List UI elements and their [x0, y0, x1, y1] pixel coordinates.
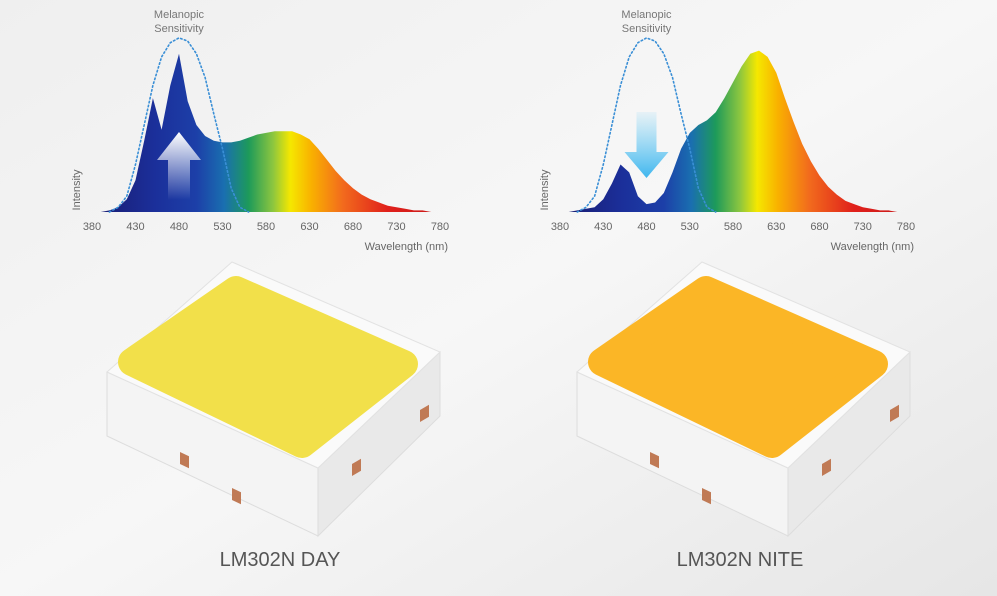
x-tick-label: 380 [551, 221, 569, 233]
x-tick-label: 480 [170, 221, 188, 233]
y-axis-label: Intensity [539, 169, 551, 210]
melanopic-label: Melanopic Sensitivity [153, 9, 205, 35]
chip-emitter [118, 276, 418, 458]
x-tick-label: 430 [126, 221, 144, 233]
x-tick-label: 480 [637, 221, 655, 233]
x-tick-label: 630 [767, 221, 785, 233]
x-tick-label: 730 [387, 221, 405, 233]
x-tick-label: 630 [300, 221, 318, 233]
melanopic-line [108, 37, 250, 213]
x-tick-label: 780 [897, 221, 915, 233]
x-tick-label: 580 [257, 221, 275, 233]
x-axis-label: Wavelength (nm) [831, 241, 914, 253]
x-tick-label: 430 [594, 221, 612, 233]
arrow-up [157, 132, 201, 200]
x-tick-label: 530 [213, 221, 231, 233]
chip-pad [352, 458, 361, 476]
melanopic-label: Melanopic Sensitivity [621, 9, 672, 35]
chip-pad [702, 488, 711, 505]
chip-pad [822, 458, 831, 476]
chip-pad [890, 404, 899, 423]
chip-pad [180, 452, 189, 469]
melanopic-line [576, 37, 717, 213]
x-tick-label: 380 [83, 221, 101, 233]
x-tick-label: 730 [854, 221, 872, 233]
legend-label: Melanopic Sensitivity [621, 9, 672, 35]
chip-pad [650, 452, 659, 469]
x-tick-label: 780 [431, 221, 449, 233]
legend-label: Melanopic Sensitivity [153, 9, 205, 35]
chip-title: LM302N DAY [220, 549, 341, 571]
chip-title: LM302N NITE [677, 549, 804, 571]
arrow-down [624, 112, 669, 178]
chip-pad [420, 404, 429, 422]
chip-emitter [588, 276, 888, 458]
x-axis-label: Wavelength (nm) [365, 241, 448, 253]
x-tick-label: 680 [344, 221, 362, 233]
x-tick-label: 530 [681, 221, 699, 233]
spectrum-area [560, 50, 906, 212]
x-tick-label: 680 [810, 221, 828, 233]
x-tick-label: 580 [724, 221, 742, 233]
chip-pad [232, 488, 241, 505]
y-axis-label: Intensity [71, 169, 83, 210]
